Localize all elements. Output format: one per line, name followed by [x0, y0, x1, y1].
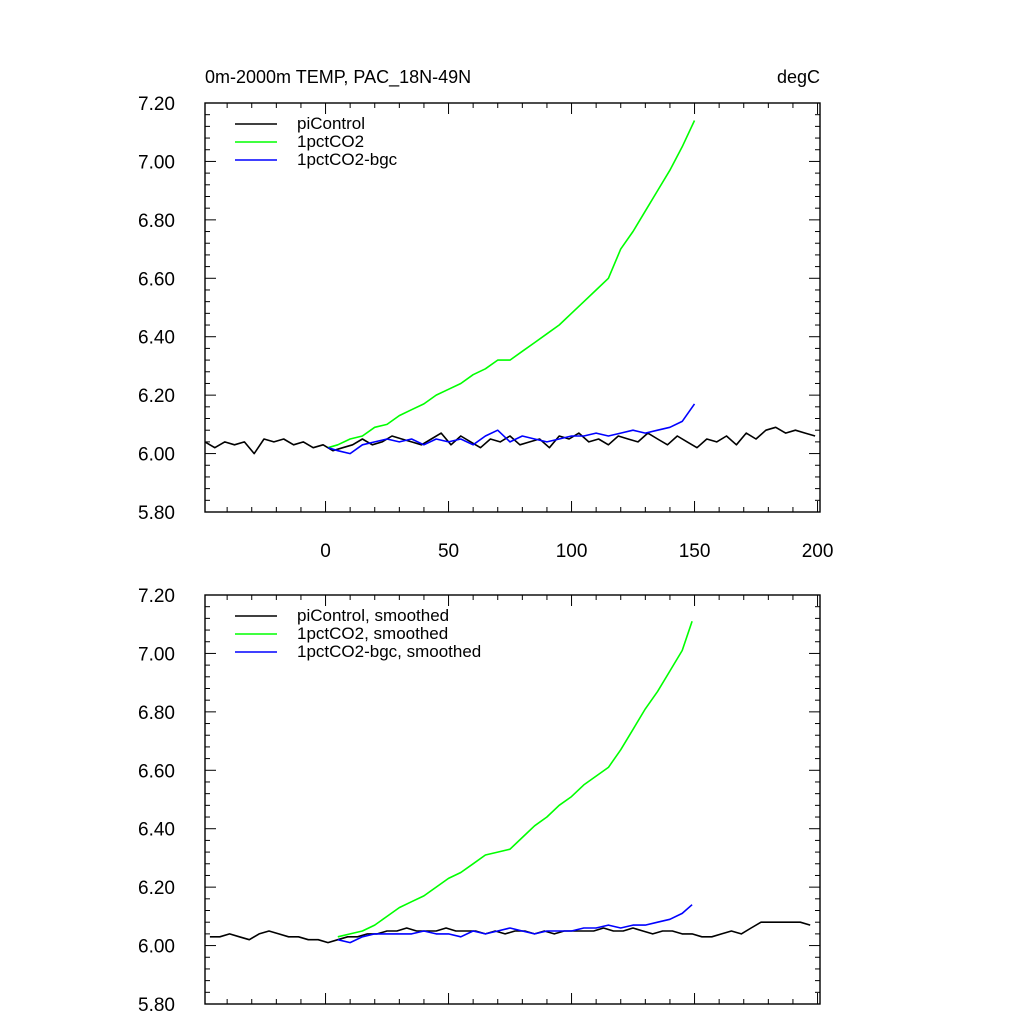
y-tick-label: 6.40 [138, 820, 175, 841]
y-tick-label: 6.60 [138, 761, 175, 782]
legend-label: 1pctCO2-bgc [297, 150, 398, 169]
series-line-2 [327, 120, 696, 449]
chart-units: degC [777, 67, 820, 87]
y-tick-label: 7.20 [138, 94, 175, 115]
x-tick-label: 0 [320, 541, 331, 562]
chart-title: 0m-2000m TEMP, PAC_18N-49N [205, 67, 471, 88]
legend-label: 1pctCO2-bgc, smoothed [297, 642, 481, 661]
x-tick-label: 50 [438, 541, 459, 562]
y-tick-label: 6.00 [138, 445, 175, 466]
series-line-3 [337, 904, 693, 944]
y-tick-label: 7.20 [138, 586, 175, 607]
legend-label: 1pctCO2, smoothed [297, 624, 448, 643]
series-line-3 [327, 403, 696, 455]
legend-label: piControl, smoothed [297, 606, 449, 625]
plot-frame [204, 594, 821, 1005]
x-tick-label: 150 [679, 541, 711, 562]
series-line-2 [337, 621, 693, 938]
y-tick-label: 7.00 [138, 644, 175, 665]
x-tick-label: 100 [556, 541, 588, 562]
series-line-1 [209, 921, 811, 944]
x-tick-label: 200 [802, 541, 834, 562]
chart-panel-1: 5.80 6.00 6.20 6.40 6.60 6.80 7.00 7.20 0 50 100 15… [138, 67, 833, 562]
legend-label: 1pctCO2 [297, 132, 364, 151]
y-tick-label: 6.80 [138, 211, 175, 232]
y-tick-label: 6.40 [138, 328, 175, 349]
y-tick-label: 7.00 [138, 152, 175, 173]
y-tick-label: 5.80 [138, 503, 175, 524]
chart-panel-2: 5.80 6.00 6.20 6.40 6.60 6.80 7.00 7.20 piContro… [138, 586, 821, 1016]
y-tick-label: 6.20 [138, 386, 175, 407]
y-tick-label: 6.00 [138, 937, 175, 958]
y-tick-label: 6.80 [138, 703, 175, 724]
y-tick-label: 6.60 [138, 269, 175, 290]
plot-frame [204, 102, 821, 513]
legend-label: piControl [297, 114, 365, 133]
series-line-1 [204, 426, 816, 455]
y-tick-label: 5.80 [138, 995, 175, 1016]
y-tick-label: 6.20 [138, 878, 175, 899]
